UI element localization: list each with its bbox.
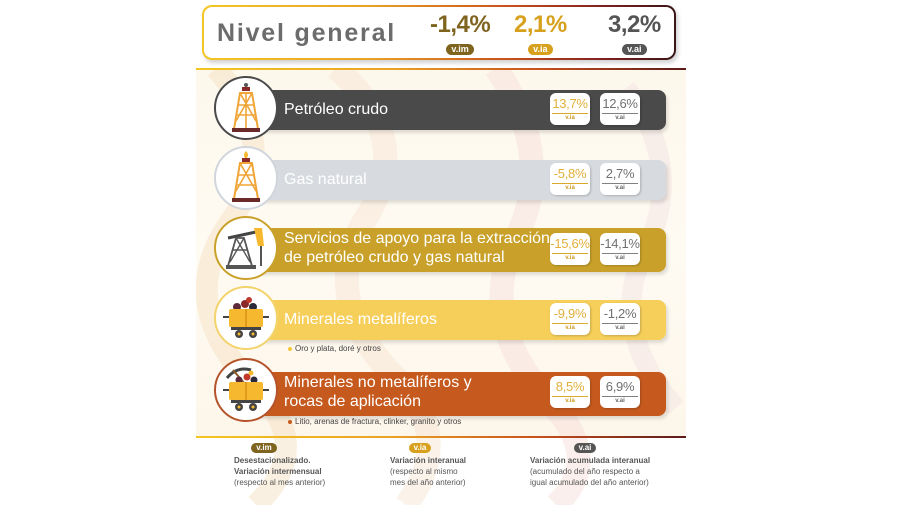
- via-pill: -15,6% v.ia: [550, 233, 590, 265]
- row-label-line2: de petróleo crudo y gas natural: [284, 249, 505, 266]
- vai-pill: 6,9% v.ai: [600, 376, 640, 408]
- icon-circle: [214, 286, 278, 350]
- legend-line2: (respecto al mismo: [390, 467, 458, 476]
- via-value: 13,7%: [552, 96, 588, 111]
- vai-tag: v.ai: [602, 113, 638, 123]
- legend-vai: v.ai Variación acumulada interanual (acu…: [530, 442, 650, 488]
- via-pill: -5,8% v.ia: [550, 163, 590, 195]
- header-metric-via: 2,1% v.ia: [514, 11, 567, 57]
- mine-cart-icon: [223, 297, 269, 338]
- vai-tag: v.ai: [602, 253, 638, 263]
- via-value: -15,6%: [550, 236, 590, 251]
- vai-value: -14,1%: [600, 236, 640, 251]
- via-tag: v.ia: [552, 323, 588, 333]
- gas-derrick-icon: [232, 151, 260, 202]
- via-tag: v.ia: [552, 253, 588, 263]
- legend-line3: (respecto al mes anterior): [234, 478, 326, 487]
- vai-pill: 12,6% v.ai: [600, 93, 640, 125]
- row-gas-natural: Gas natural -5,8% v.ia 2,7% v.ai: [214, 144, 666, 214]
- footer-divider: [196, 436, 686, 438]
- row-label-line1: Minerales no metalíferos y: [284, 374, 472, 391]
- row-petroleo-crudo: Petróleo crudo 13,7% v.ia 12,6% v.ai: [214, 74, 666, 144]
- legend-line1: Desestacionalizado.: [234, 456, 311, 465]
- metric-tag-vai: v.ai: [622, 44, 647, 55]
- vai-value: 6,9%: [605, 379, 635, 394]
- via-value: -5,8%: [553, 166, 587, 181]
- via-tag: v.ia: [552, 113, 588, 123]
- row-minerales-metaliferos: Minerales metalíferos -9,9% v.ia -1,2% v…: [214, 286, 666, 356]
- header-title: Nivel general: [217, 19, 397, 47]
- row-minerales-no-metaliferos: Minerales no metalíferos y rocas de apli…: [214, 358, 666, 430]
- row-bar: [252, 160, 666, 200]
- icon-circle: [214, 146, 278, 210]
- row-note: Oro y plata, doré y otros: [288, 344, 381, 353]
- vai-pill: -14,1% v.ai: [600, 233, 640, 265]
- vai-tag: v.ai: [602, 183, 638, 193]
- row-bar: [252, 300, 666, 340]
- mining-activity-infographic: Nivel general -1,4% v.im 2,1% v.ia 3,2% …: [196, 0, 686, 505]
- icon-circle: [214, 216, 278, 280]
- vai-tag: v.ai: [602, 323, 638, 333]
- metric-tag-vim: v.im: [446, 44, 474, 55]
- via-tag: v.ia: [552, 396, 588, 406]
- row-label: Gas natural: [284, 171, 367, 188]
- legend-line3: mes del año anterior): [390, 478, 466, 487]
- row-note-text: Litio, arenas de fractura, clinker, gran…: [295, 417, 462, 426]
- row-label-line1: Servicios de apoyo para la extracción: [284, 230, 550, 247]
- legend-tag: v.ia: [408, 443, 432, 453]
- vai-tag: v.ai: [602, 396, 638, 406]
- via-pill: 13,7% v.ia: [550, 93, 590, 125]
- via-value: 8,5%: [555, 379, 585, 394]
- vai-pill: -1,2% v.ai: [600, 303, 640, 335]
- via-pill: -9,9% v.ia: [550, 303, 590, 335]
- via-pill: 8,5% v.ia: [550, 376, 590, 408]
- icon-circle: [214, 76, 278, 140]
- header-divider: [196, 68, 686, 70]
- legend-line3: igual acumulado del año anterior): [530, 478, 649, 487]
- metric-tag-via: v.ia: [528, 44, 553, 55]
- via-tag: v.ia: [552, 183, 588, 193]
- bullet-dot: [288, 419, 292, 424]
- header-metric-vai: 3,2% v.ai: [608, 11, 661, 57]
- vai-value: 12,6%: [602, 96, 638, 111]
- pumpjack-icon: [226, 228, 264, 269]
- row-note-text: Oro y plata, doré y otros: [295, 344, 381, 353]
- via-value: -9,9%: [553, 306, 587, 321]
- row-bar: [252, 228, 666, 272]
- row-bar: [252, 90, 666, 130]
- vai-value: -1,2%: [603, 306, 637, 321]
- metric-value: 2,1%: [514, 11, 567, 38]
- legend-line2: Variación intermensual: [234, 467, 322, 476]
- metric-value: -1,4%: [430, 11, 491, 38]
- oil-derrick-icon: [232, 83, 260, 132]
- mine-cart-pickaxe-icon: [223, 367, 269, 411]
- legend-via: v.ia Variación interanual (respecto al m…: [390, 442, 466, 488]
- vai-value: 2,7%: [605, 166, 635, 181]
- vai-pill: 2,7% v.ai: [600, 163, 640, 195]
- metric-value: 3,2%: [608, 11, 661, 38]
- legend-tag: v.ai: [573, 443, 597, 453]
- row-note: Litio, arenas de fractura, clinker, gran…: [288, 417, 461, 426]
- row-label-line2: rocas de aplicación: [284, 393, 421, 410]
- header-summary-box: Nivel general -1,4% v.im 2,1% v.ia 3,2% …: [202, 5, 676, 60]
- row-bar: [252, 372, 666, 416]
- header-metric-vim: -1,4% v.im: [430, 11, 491, 57]
- row-servicios-apoyo: Servicios de apoyo para la extracción de…: [214, 214, 666, 284]
- legend-vim: v.im Desestacionalizado. Variación inter…: [234, 442, 325, 488]
- row-label: Petróleo crudo: [284, 101, 389, 118]
- bullet-dot: [288, 346, 292, 351]
- icon-circle: [214, 358, 278, 422]
- legend-line1: Variación interanual: [390, 456, 467, 465]
- legend-line2: (acumulado del año respecto a: [530, 467, 640, 476]
- legend-tag: v.im: [251, 443, 277, 453]
- row-label: Minerales metalíferos: [284, 311, 437, 328]
- legend-line1: Variación acumulada interanual: [530, 456, 651, 465]
